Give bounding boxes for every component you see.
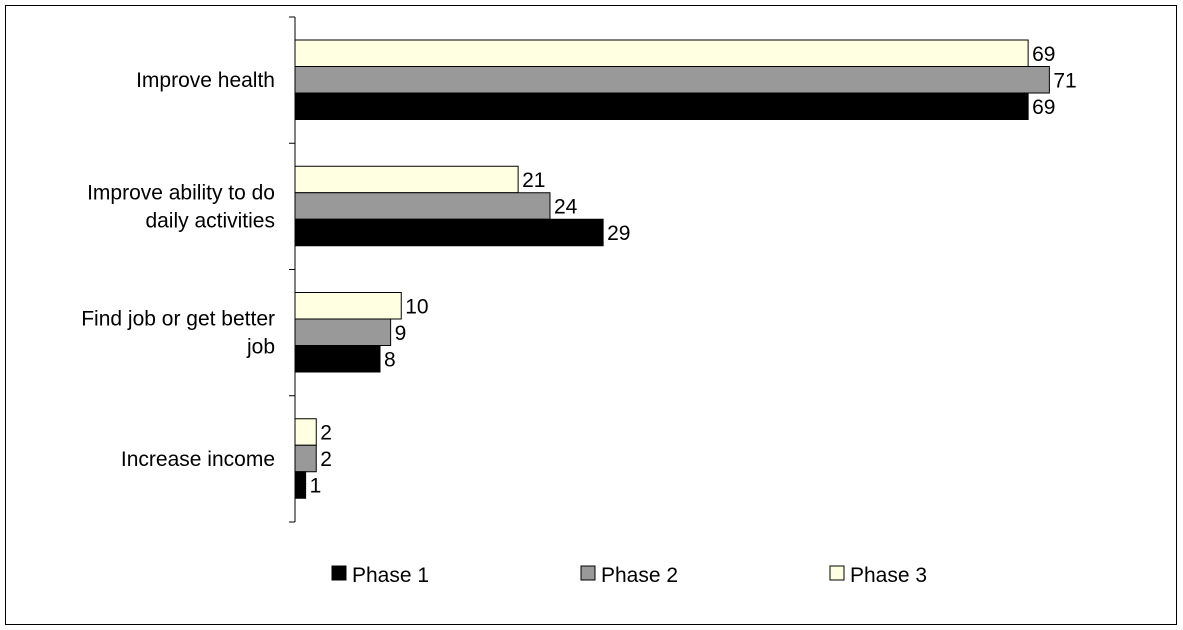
data-label: 69 xyxy=(1032,96,1055,119)
data-label: 21 xyxy=(522,169,545,192)
category-label: Increase income xyxy=(121,448,275,471)
bar-phase-1 xyxy=(294,218,604,247)
category-labels: Improve health Improve ability to do daily… xyxy=(81,69,275,471)
category-label-line: job xyxy=(246,336,275,359)
legend-swatch xyxy=(580,565,596,581)
data-label: 8 xyxy=(384,348,396,371)
data-label: 1 xyxy=(310,475,322,498)
bar-phase-3 xyxy=(294,418,317,446)
bar-phase-3 xyxy=(294,165,519,194)
bar-phase-2 xyxy=(294,444,317,473)
data-label: 24 xyxy=(554,196,578,219)
bar-phase-2 xyxy=(294,192,551,220)
bar-phase-2 xyxy=(294,66,1050,94)
bar-phase-3 xyxy=(294,39,1029,67)
bar-phase-1 xyxy=(294,471,307,499)
legend-label: Phase 2 xyxy=(601,564,678,587)
data-label: 2 xyxy=(320,448,332,471)
category-label: Improve ability to do daily activities xyxy=(87,181,275,232)
data-label: 69 xyxy=(1032,43,1055,66)
legend-swatch xyxy=(829,565,845,581)
category-label: Improve health xyxy=(136,69,275,92)
data-label: 71 xyxy=(1053,69,1076,92)
bar-phase-1 xyxy=(294,345,381,373)
legend-swatch xyxy=(331,565,347,581)
legend: Phase 1 Phase 2 Phase 3 xyxy=(331,564,927,587)
data-label: 9 xyxy=(395,322,407,345)
category-label-line: daily activities xyxy=(145,209,275,232)
legend-label: Phase 3 xyxy=(850,564,927,587)
bars xyxy=(294,39,1050,499)
category-label-line: Improve health xyxy=(136,69,275,92)
data-label: 29 xyxy=(607,222,630,245)
bar-phase-2 xyxy=(294,318,392,346)
legend-label: Phase 1 xyxy=(352,564,429,587)
category-label: Find job or get better job xyxy=(81,308,275,359)
category-label-line: Improve ability to do xyxy=(87,181,275,204)
data-label: 10 xyxy=(405,295,428,318)
category-label-line: Increase income xyxy=(121,448,275,471)
category-label-line: Find job or get better xyxy=(81,308,275,331)
bar-phase-3 xyxy=(294,292,402,320)
bar-phase-1 xyxy=(294,92,1029,120)
data-label: 2 xyxy=(320,422,332,445)
